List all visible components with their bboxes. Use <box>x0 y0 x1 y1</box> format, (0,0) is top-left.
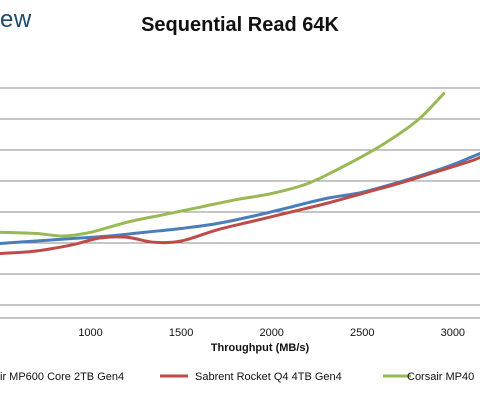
x-tick-label: 3000 <box>441 327 465 339</box>
x-tick-label: 1500 <box>169 327 193 339</box>
x-tick-label: 2500 <box>350 327 374 339</box>
legend-label: Sabrent Rocket Q4 4TB Gen4 <box>195 371 342 383</box>
chart-title: Sequential Read 64K <box>141 14 339 36</box>
x-tick-label: 1000 <box>78 327 102 339</box>
series-line-2 <box>0 155 480 255</box>
legend-label: Corsair MP40 <box>407 371 474 383</box>
x-tick-labels: 1000 1500 2000 2500 3000 <box>78 327 465 339</box>
chart-legend: ir MP600 Core 2TB Gen4 Sabrent Rocket Q4 … <box>0 371 474 383</box>
series-lines <box>0 92 480 255</box>
series-line-3 <box>0 92 446 238</box>
legend-label: ir MP600 Core 2TB Gen4 <box>0 371 124 383</box>
x-axis-label: Throughput (MB/s) <box>211 342 310 354</box>
x-tick-label: 2000 <box>259 327 283 339</box>
grid-lines <box>0 87 480 306</box>
brand-logo-fragment: ew <box>0 6 32 33</box>
